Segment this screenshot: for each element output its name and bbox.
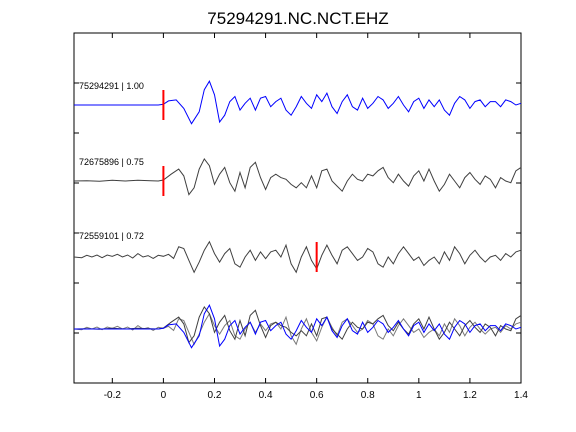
- x-tick-label: 0: [161, 390, 167, 401]
- plot-border: [73, 32, 522, 384]
- x-tick-label: 1.4: [514, 390, 528, 401]
- trace-label: 72675896 | 0.75: [79, 157, 144, 167]
- x-tick-label: 1: [416, 390, 422, 401]
- plot-frame: [73, 32, 522, 384]
- traces-layer: [73, 80, 522, 274]
- x-tick-label: 0.6: [310, 390, 324, 401]
- overlay-stack: [73, 304, 522, 349]
- overlay-trace-line: [73, 305, 522, 344]
- x-tick-label: 0.4: [259, 390, 273, 401]
- trace-line: [73, 157, 522, 196]
- x-tick-label: 0.2: [208, 390, 222, 401]
- trace-labels: 75294291 | 1.00 72675896 | 0.75 72559101 |…: [79, 81, 144, 241]
- x-tick-label: -0.2: [104, 390, 122, 401]
- trace-line: [74, 80, 522, 125]
- trace-line: [73, 240, 522, 274]
- trace-label: 75294291 | 1.00: [79, 81, 144, 91]
- x-tick-label: 0.8: [361, 390, 375, 401]
- trace-label: 72559101 | 0.72: [79, 231, 144, 241]
- chart-title: 75294291.NC.NCT.EHZ: [207, 9, 388, 28]
- x-axis-ticks: -0.2 0 0.2 0.4 0.6 0.8 1 1.2 1.4: [104, 33, 528, 401]
- pick-markers: [162, 90, 318, 272]
- overlay-trace-line: [74, 304, 522, 349]
- x-tick-label: 1.2: [463, 390, 477, 401]
